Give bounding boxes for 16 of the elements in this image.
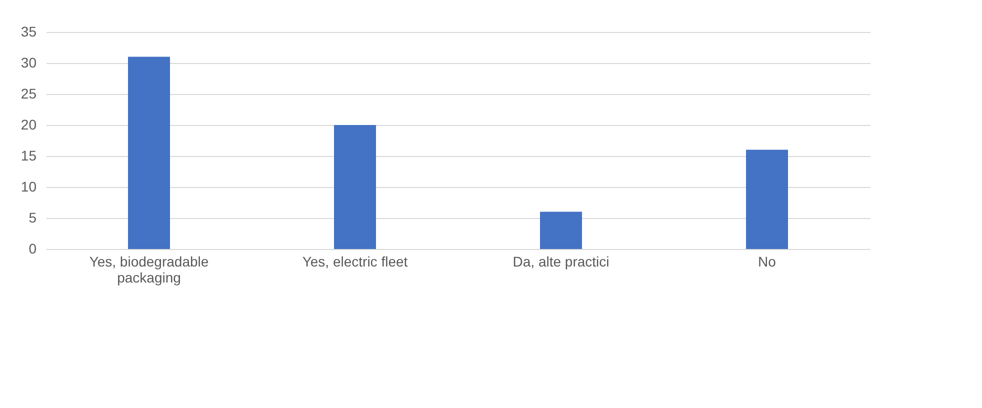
- x-tick-label: No: [758, 254, 776, 270]
- y-tick-label: 5: [28, 210, 37, 226]
- y-tick-label: 10: [20, 178, 37, 194]
- bar: [334, 125, 376, 249]
- bar: [746, 150, 788, 249]
- x-tick-label: Yes, biodegradable packaging: [89, 254, 209, 286]
- y-tick-label: 15: [20, 148, 37, 164]
- y-tick-label: 30: [20, 54, 37, 70]
- y-tick-label: 20: [20, 116, 37, 132]
- bar: [128, 56, 170, 249]
- y-tick-label: 0: [28, 240, 37, 256]
- bar: [540, 212, 582, 249]
- x-tick-label: Yes, electric fleet: [302, 254, 408, 270]
- y-tick-label: 25: [20, 86, 37, 102]
- y-tick-label: 35: [20, 24, 37, 40]
- x-tick-label: Da, alte practici: [512, 254, 610, 270]
